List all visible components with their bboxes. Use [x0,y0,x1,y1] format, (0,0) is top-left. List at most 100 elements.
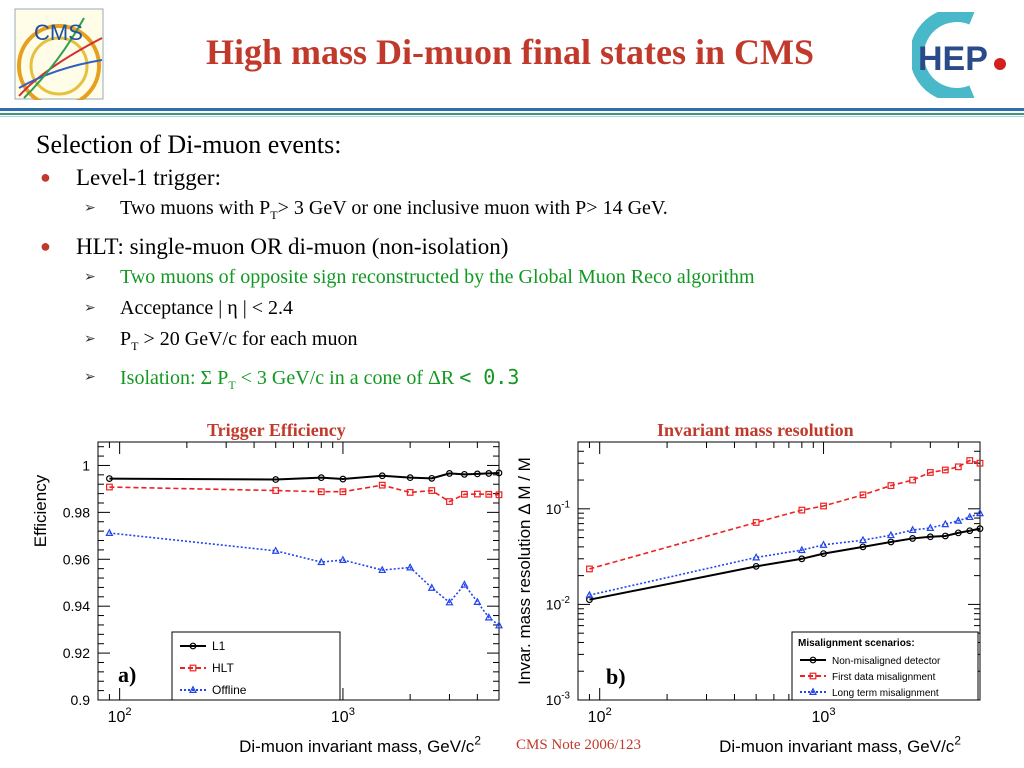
data-point [461,470,468,478]
data-point [446,498,453,505]
arrow-bullet-icon: ➢ [84,332,96,347]
data-point [189,642,197,650]
arrow-bullet-icon: ➢ [84,370,96,385]
data-point [976,459,984,467]
y-tick-label: 10-2 [546,595,570,612]
data-point [317,474,325,482]
data-point [976,525,984,533]
title-rule-blue [0,108,1024,111]
data-point [378,565,387,574]
bullet-dot-icon: ● [40,236,51,256]
y-tick-label: 0.94 [63,598,90,614]
sub-item-text-mono: < 0.3 [459,365,520,389]
data-point [886,530,895,539]
data-point [859,491,867,499]
mass-resolution-chart: 102 103 10-3 10-2 10-1 Di-muon invariant mass… [515,441,985,756]
slide-title: High mass Di-muon final states in CMS [205,32,815,72]
data-point [339,488,347,496]
data-point [406,563,415,571]
arrow-bullet-icon: ➢ [84,301,96,316]
bullet-label: Level-1 trigger: [76,165,221,190]
sub-item-text: Two muons of opposite sign reconstructed… [120,266,755,288]
data-point [966,457,974,464]
data-point [941,519,950,528]
bullet-label: HLT: single-muon OR di-muon (non-isolati… [76,234,509,259]
sub-item: ➢ PT > 20 GeV/c for each muon [36,324,1016,362]
legend-box [791,631,979,701]
data-point [586,596,593,604]
data-point [338,555,347,563]
sub-item: ➢ Two muons with PT> 3 GeV or one inclus… [36,193,1016,231]
arrow-bullet-icon: ➢ [84,270,96,285]
data-point [954,463,962,471]
x-tick-label: 103 [812,706,836,726]
sub-item: ➢ Acceptance | η | < 2.4 [36,293,1016,324]
data-point [797,545,806,554]
x-tick-label: 102 [108,706,132,726]
trigger-efficiency-chart: 102 103 0.9 0.92 0.94 0.96 0.98 1 Di-muon invari… [31,441,504,756]
data-point [495,469,503,477]
slide-content: Selection of Di-muon events: ● Level-1 t… [36,128,1016,401]
bullet-hlt: ● HLT: single-muon OR di-muon (non-isola… [36,231,1016,262]
data-point [798,555,806,563]
legend-title: Misalignment scenarios: [798,638,915,649]
title-rule-green [0,113,1024,115]
x-axis-label: Di-muon invariant mass, GeV/c2 [719,733,961,756]
data-point [485,490,493,498]
data-point [858,535,867,544]
data-point [941,466,949,474]
legend-entry: HLT [212,661,234,675]
series-line [589,459,981,570]
data-point [494,620,504,629]
bullet-dot-icon: ● [40,167,51,187]
data-point [473,470,481,478]
series-line [109,484,500,503]
data-point [485,470,493,477]
data-point [909,476,917,484]
data-point [820,550,827,558]
data-point [378,481,386,489]
data-point [272,476,280,483]
data-point [926,469,934,476]
x-tick-label: 103 [331,706,355,726]
data-point [473,597,482,605]
y-tick-label: 1 [82,457,90,473]
data-point [819,540,828,548]
series-1 [106,469,503,483]
y-tick-label: 0.92 [63,645,90,661]
sub-item-subscript: T [270,208,278,222]
y-tick-label: 0.96 [63,551,90,567]
data-point [317,557,326,566]
data-point [406,474,414,482]
y-tick-label: 0.98 [63,504,90,520]
data-point [460,580,469,588]
data-point [941,532,949,540]
data-point [585,590,594,599]
data-point [908,525,917,534]
data-point [339,475,347,483]
bullet-level1-trigger: ● Level-1 trigger: [36,162,1016,193]
data-point [975,508,985,517]
y-tick-label: 0.9 [71,692,91,708]
data-point [188,685,198,693]
x-tick-label: 102 [588,706,612,726]
data-point [106,475,113,482]
selection-heading: Selection of Di-muon events: [36,130,342,159]
data-point [752,519,760,526]
data-point [752,562,760,570]
data-point [445,597,454,606]
arrow-bullet-icon: ➢ [84,201,96,216]
data-point [859,543,867,551]
chart2-heading: Invariant mass resolution [657,420,854,440]
data-point [406,489,414,496]
y-axis-label: Invar. mass resolution Δ M / M [515,457,534,685]
data-point [378,472,386,480]
data-point [752,552,761,561]
hep-logo: HEP [912,12,1006,98]
data-point [809,672,817,680]
sub-item-text: Two muons with P [120,197,271,219]
panel-label: b) [606,664,626,689]
series-line [109,471,500,481]
y-tick-label: 10-3 [546,691,571,708]
data-point [106,483,113,491]
